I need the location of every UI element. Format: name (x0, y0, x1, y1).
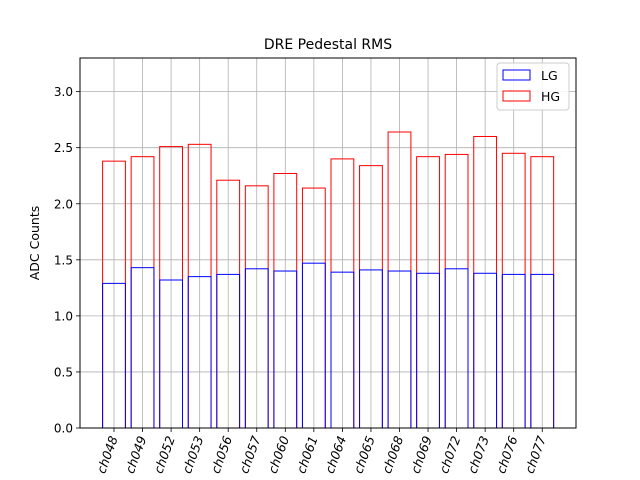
x-tick-label: ch072 (436, 434, 463, 475)
x-tick-label: ch073 (465, 434, 492, 475)
x-tick-label: ch057 (236, 434, 263, 475)
y-tick-label: 2.5 (54, 141, 73, 155)
y-tick-label: 1.0 (54, 309, 73, 323)
legend-swatch-lg (502, 69, 531, 81)
x-tick-label: ch060 (265, 434, 292, 475)
x-tick-label: ch048 (94, 434, 121, 475)
legend-label-lg: LG (541, 68, 558, 83)
y-tick-label: 3.0 (54, 85, 73, 99)
x-tick-label: ch077 (522, 434, 549, 475)
legend-box (496, 62, 570, 111)
y-tick-label: 2.0 (54, 197, 73, 211)
x-tick-label: ch068 (379, 434, 406, 475)
x-tick-label: ch049 (122, 434, 149, 475)
y-tick-label: 0.0 (54, 422, 73, 436)
x-tick-label: ch052 (151, 434, 178, 475)
x-tick-label: ch056 (208, 434, 235, 475)
y-tick-label: 0.5 (54, 365, 73, 379)
x-tick-label: ch053 (179, 434, 206, 475)
x-tick-label: ch065 (350, 434, 377, 475)
legend: LG HG (496, 62, 570, 111)
bars (102, 131, 555, 429)
plot-frame (79, 57, 577, 429)
x-tick-label: ch069 (408, 434, 435, 475)
x-tick-label: ch061 (293, 434, 320, 475)
y-axis-label: ADC Counts (27, 206, 42, 281)
x-tick-label: ch076 (493, 434, 520, 475)
legend-swatch-hg (502, 90, 531, 102)
legend-label-hg: HG (541, 89, 560, 104)
y-tick-label: 1.5 (54, 253, 73, 267)
x-tick-label: ch064 (322, 434, 349, 475)
grid-lines (80, 58, 576, 429)
chart-title: DRE Pedestal RMS (264, 37, 392, 53)
